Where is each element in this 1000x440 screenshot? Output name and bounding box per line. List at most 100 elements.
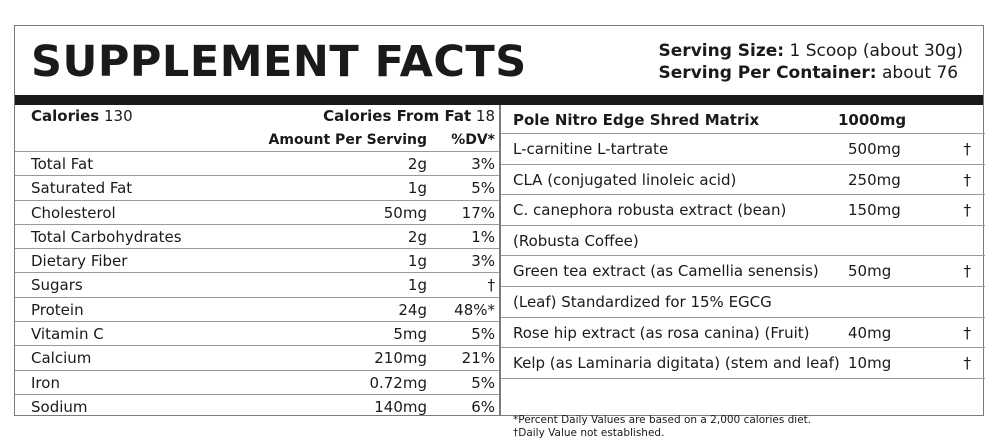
- ingredient-dv: †: [963, 354, 972, 373]
- ingredient-amount: 10mg: [848, 354, 892, 373]
- blend-amount: 1000mg: [838, 111, 907, 129]
- ingredient-row: L-carnitine L-tartrate 500mg †: [501, 134, 985, 165]
- nutrient-row: Vitamin C 5mg 5%: [15, 322, 499, 347]
- nutrient-row: Cholesterol 50mg 17%: [15, 201, 499, 225]
- nutrient-row: Protein 24g 48%*: [15, 298, 499, 323]
- nutrient-dv: 5%: [471, 179, 495, 198]
- serving-size-line: Serving Size: 1 Scoop (about 30g): [659, 40, 963, 62]
- nutrient-name: Sugars: [31, 276, 83, 295]
- nutrient-amount: 140mg: [374, 397, 427, 416]
- nutrient-name: Protein: [31, 300, 84, 319]
- nutrient-dv: 3%: [471, 155, 495, 173]
- nutrient-row: Iron 0.72mg 5%: [15, 371, 499, 395]
- ingredient-dv: †: [963, 323, 972, 342]
- calories-from-fat-label: Calories From Fat: [323, 107, 472, 125]
- nutrient-row: Calcium 210mg 21%: [15, 346, 499, 371]
- ingredient-amount: 250mg: [848, 170, 901, 189]
- blend-row: Pole Nitro Edge Shred Matrix 1000mg: [501, 105, 985, 134]
- nutrient-row: Saturated Fat 1g 5%: [15, 176, 499, 201]
- nutrient-row: Total Carbohydrates 2g 1%: [15, 225, 499, 250]
- calories-value: 130: [104, 107, 133, 125]
- serving-size-value: 1 Scoop (about 30g): [789, 41, 964, 61]
- ingredient-row: Rose hip extract (as rosa canina) (Fruit…: [501, 318, 985, 349]
- ingredient-dv: †: [963, 170, 972, 189]
- thick-divider: [15, 95, 983, 105]
- nutrient-dv: †: [487, 276, 496, 295]
- servings-per-container-line: Serving Per Container: about 76: [659, 62, 963, 84]
- ingredient-amount: 50mg: [848, 262, 892, 281]
- nutrient-amount: 0.72mg: [369, 373, 427, 392]
- servings-per-container-value: about 76: [881, 63, 959, 83]
- ingredient-name: C. canephora robusta extract (bean): [513, 201, 787, 220]
- ingredient-amount: 40mg: [848, 323, 892, 342]
- nutrient-dv: 17%: [461, 203, 495, 222]
- nutrient-row: Dietary Fiber 1g 3%: [15, 249, 499, 274]
- nutrient-amount: 1g: [407, 252, 427, 271]
- nutrient-name: Sodium: [31, 397, 88, 416]
- nutrient-amount: 50mg: [383, 203, 427, 222]
- ingredient-amount: 150mg: [848, 201, 901, 220]
- ingredient-dv: †: [963, 140, 972, 158]
- ingredient-name: Kelp (as Laminaria digitata) (stem and l…: [513, 354, 840, 373]
- nutrient-amount: 24g: [398, 300, 427, 319]
- nutrient-dv: 6%: [471, 397, 495, 416]
- amount-header: Amount Per Serving: [268, 132, 427, 148]
- ingredient-table: Pole Nitro Edge Shred Matrix 1000mg L-ca…: [501, 105, 985, 439]
- nutrient-rows: Total Fat 2g 3% Saturated Fat 1g 5% Cholestero…: [15, 152, 499, 419]
- nutrient-row: Total Fat 2g 3%: [15, 152, 499, 177]
- ingredient-row: Green tea extract (as Camellia senensis)…: [501, 256, 985, 287]
- nutrient-name: Cholesterol: [31, 203, 116, 222]
- ingredient-row: (Leaf) Standardized for 15% EGCG: [501, 287, 985, 318]
- nutrient-amount: 210mg: [374, 349, 427, 368]
- nutrient-name: Total Carbohydrates: [31, 227, 182, 246]
- serving-info: Serving Size: 1 Scoop (about 30g) Servin…: [659, 40, 963, 84]
- dv-header: %DV*: [451, 132, 495, 148]
- ingredient-name: Green tea extract (as Camellia senensis): [513, 262, 819, 281]
- ingredient-row: (Robusta Coffee): [501, 226, 985, 257]
- nutrient-amount: 2g: [407, 155, 427, 173]
- ingredient-name: L-carnitine L-tartrate: [513, 140, 669, 158]
- nutrient-dv: 5%: [471, 325, 495, 344]
- nutrient-dv: 21%: [461, 349, 495, 368]
- nutrient-amount: 1g: [407, 276, 427, 295]
- nutrient-dv: 5%: [471, 373, 495, 392]
- column-divider: [499, 105, 501, 415]
- nutrient-amount: 2g: [407, 227, 427, 246]
- nutrient-name: Vitamin C: [31, 325, 104, 344]
- ingredient-dv: †: [963, 201, 972, 220]
- ingredient-row: C. canephora robusta extract (bean) 150mg…: [501, 195, 985, 226]
- calories-label: Calories: [31, 107, 100, 125]
- column-header-row: Amount Per Serving %DV*: [15, 128, 499, 152]
- nutrient-name: Saturated Fat: [31, 179, 133, 198]
- supplement-facts-panel: SUPPLEMENT FACTS Serving Size: 1 Scoop (…: [14, 25, 985, 439]
- ingredient-name: CLA (conjugated linoleic acid): [513, 170, 737, 189]
- nutrient-name: Total Fat: [31, 155, 94, 173]
- nutrient-table: Calories 130 Calories From Fat 18 Amount…: [15, 105, 499, 419]
- serving-size-label: Serving Size:: [658, 41, 785, 61]
- panel-title: SUPPLEMENT FACTS: [31, 37, 527, 87]
- ingredient-name: Rose hip extract (as rosa canina) (Fruit…: [513, 323, 810, 342]
- ingredient-row: CLA (conjugated linoleic acid) 250mg †: [501, 165, 985, 196]
- footnote-percent-dv: *Percent Daily Values are based on a 2,0…: [513, 414, 812, 426]
- ingredient-name: (Leaf) Standardized for 15% EGCG: [513, 292, 772, 311]
- ingredient-name: (Robusta Coffee): [513, 231, 639, 250]
- calories-from-fat-value: 18: [475, 107, 495, 125]
- calories-row: Calories 130 Calories From Fat 18: [15, 105, 499, 128]
- footnotes: *Percent Daily Values are based on a 2,0…: [513, 414, 811, 440]
- nutrient-row: Sodium 140mg 6%: [15, 395, 499, 419]
- nutrient-dv: 3%: [471, 252, 495, 271]
- nutrient-name: Calcium: [31, 349, 92, 368]
- servings-per-container-label: Serving Per Container:: [658, 63, 877, 83]
- nutrient-name: Iron: [31, 373, 60, 392]
- ingredient-row: Kelp (as Laminaria digitata) (stem and l…: [501, 348, 985, 379]
- nutrient-dv: 48%*: [454, 300, 495, 319]
- nutrient-amount: 5mg: [393, 325, 427, 344]
- blend-name: Pole Nitro Edge Shred Matrix: [513, 111, 760, 129]
- ingredient-rows: L-carnitine L-tartrate 500mg † CLA (conjuga…: [501, 134, 985, 379]
- nutrient-row: Sugars 1g †: [15, 273, 499, 298]
- ingredient-dv: †: [963, 262, 972, 281]
- ingredient-amount: 500mg: [848, 140, 901, 158]
- nutrient-dv: 1%: [471, 227, 495, 246]
- nutrient-name: Dietary Fiber: [31, 252, 128, 271]
- nutrient-amount: 1g: [407, 179, 427, 198]
